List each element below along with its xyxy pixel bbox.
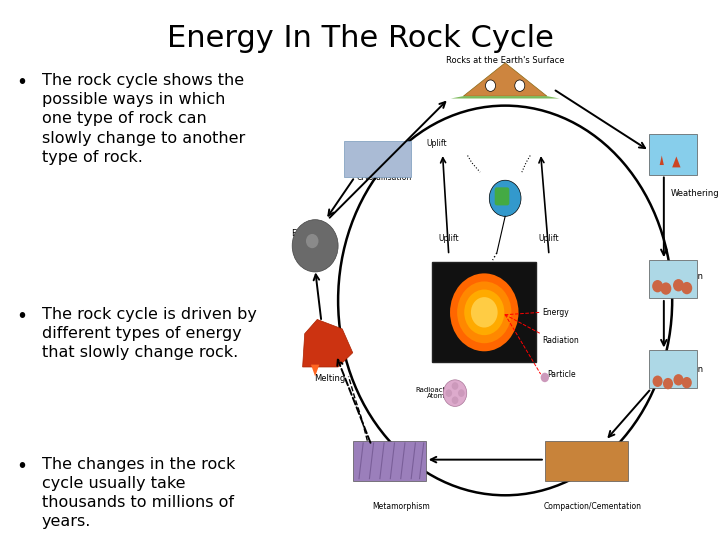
Circle shape — [652, 280, 663, 292]
Text: Weathering: Weathering — [671, 189, 719, 198]
Circle shape — [450, 273, 518, 352]
FancyBboxPatch shape — [649, 134, 697, 174]
Polygon shape — [302, 320, 353, 367]
Text: Energy: Energy — [543, 308, 570, 317]
Polygon shape — [464, 63, 547, 96]
Text: Energy In The Rock Cycle: Energy In The Rock Cycle — [166, 24, 554, 53]
FancyBboxPatch shape — [495, 187, 509, 205]
Text: Uplift: Uplift — [438, 234, 459, 243]
Circle shape — [682, 377, 692, 388]
Text: The rock cycle is driven by
different types of energy
that slowly change rock.: The rock cycle is driven by different ty… — [42, 307, 256, 360]
Circle shape — [451, 382, 459, 390]
Text: Intrusive
Crystallisation: Intrusive Crystallisation — [356, 163, 412, 182]
FancyBboxPatch shape — [649, 350, 697, 388]
Text: Uplift: Uplift — [539, 234, 559, 243]
Circle shape — [515, 80, 525, 91]
Circle shape — [444, 380, 467, 407]
Circle shape — [471, 297, 498, 328]
Circle shape — [306, 234, 318, 248]
Circle shape — [458, 389, 464, 397]
Text: •: • — [16, 307, 27, 326]
Text: Uplift: Uplift — [426, 139, 446, 148]
FancyBboxPatch shape — [432, 262, 536, 362]
Text: Erosion: Erosion — [672, 272, 703, 281]
Text: The changes in the rock
cycle usually take
thousands to millions of
years.: The changes in the rock cycle usually ta… — [42, 457, 235, 529]
Text: Compaction/Cementation: Compaction/Cementation — [544, 502, 642, 511]
Text: Radiation: Radiation — [543, 336, 580, 346]
Text: The rock cycle shows the
possible ways in which
one type of rock can
slowly chan: The rock cycle shows the possible ways i… — [42, 73, 245, 165]
FancyBboxPatch shape — [353, 441, 426, 481]
Polygon shape — [451, 96, 559, 98]
Circle shape — [292, 220, 338, 272]
Circle shape — [681, 282, 692, 294]
Circle shape — [464, 289, 504, 335]
Text: Extrusion: Extrusion — [291, 229, 330, 238]
FancyBboxPatch shape — [545, 441, 629, 481]
Circle shape — [673, 279, 684, 292]
Text: •: • — [16, 73, 27, 92]
Polygon shape — [660, 156, 664, 165]
Circle shape — [451, 396, 459, 404]
Text: Deposition: Deposition — [658, 365, 703, 374]
Text: Rocks at the Earth's Surface: Rocks at the Earth's Surface — [446, 56, 564, 65]
Text: Particle: Particle — [547, 369, 575, 379]
Text: Metamorphism: Metamorphism — [372, 502, 430, 511]
Circle shape — [446, 389, 452, 397]
FancyBboxPatch shape — [649, 260, 697, 298]
Circle shape — [660, 282, 671, 295]
Circle shape — [663, 378, 673, 389]
Circle shape — [673, 374, 683, 386]
Text: Melting: Melting — [314, 374, 346, 383]
Circle shape — [490, 180, 521, 217]
Circle shape — [485, 80, 495, 91]
Circle shape — [541, 373, 549, 382]
Text: •: • — [16, 457, 27, 476]
Circle shape — [457, 281, 511, 343]
Circle shape — [652, 375, 662, 387]
FancyBboxPatch shape — [344, 141, 411, 177]
Polygon shape — [311, 364, 320, 376]
Polygon shape — [672, 157, 680, 167]
Text: Radioactive
Atom: Radioactive Atom — [416, 387, 456, 400]
